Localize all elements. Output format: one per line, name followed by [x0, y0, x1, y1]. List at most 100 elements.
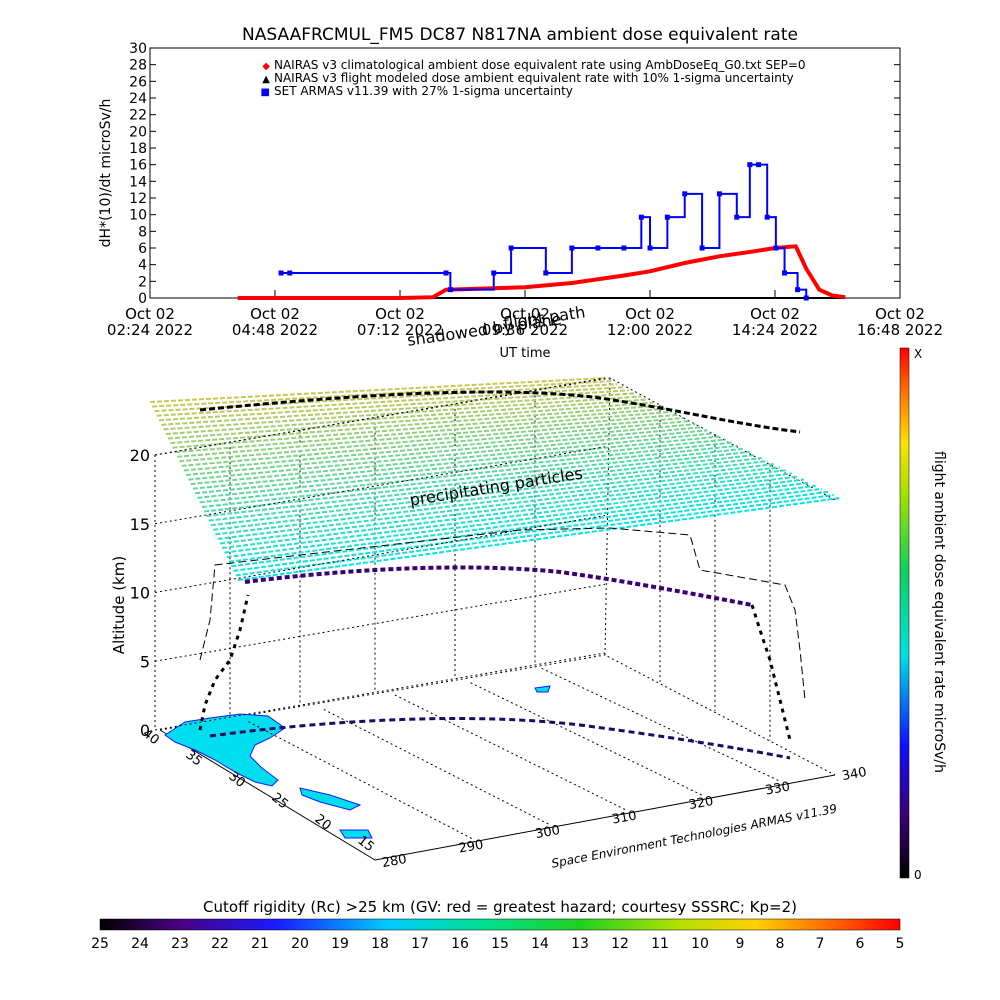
series-point-set-armas: [682, 191, 688, 197]
particle-row: [210, 460, 768, 527]
particle-row: [226, 481, 810, 559]
cutoff-tick-label: 14: [531, 936, 549, 952]
cutoff-tick-label: 24: [131, 936, 149, 952]
cutoff-tick-label: 11: [651, 936, 669, 952]
cutoff-tick-label: 15: [491, 936, 509, 952]
x-tick-time: 04:48 2022: [232, 321, 318, 339]
particle-row: [237, 497, 841, 581]
series-point-set-armas: [621, 245, 627, 251]
particle-row: [183, 423, 696, 472]
particle-row: [165, 398, 648, 435]
series-point-set-armas: [638, 214, 644, 220]
cutoff-tick-label: 12: [611, 936, 629, 952]
flight-path-top-projection: [199, 390, 801, 434]
altitude-tick-label: 10: [130, 584, 150, 603]
altitude-tick-label: 20: [130, 446, 150, 465]
cutoff-tick-label: 5: [896, 936, 905, 952]
altitude-tick-label: 15: [130, 515, 150, 534]
floor-gridline: [248, 721, 472, 839]
top-x-axis-label: UT time: [500, 346, 551, 361]
y-tick-label: 20: [129, 124, 147, 140]
flight-path-ground-projection: [209, 717, 791, 760]
y-tick-label: 6: [138, 241, 147, 257]
top-y-axis-label: dH*(10)/dt microSv/h: [98, 99, 114, 248]
top-series-group: [237, 162, 846, 301]
cutoff-tick-label: 22: [211, 936, 229, 952]
y-tick-label: 0: [138, 291, 147, 307]
legend-label: SET ARMAS v11.39 with 27% 1-sigma uncert…: [274, 84, 573, 98]
particle-row: [197, 441, 732, 499]
altitude-gridline: [154, 652, 606, 731]
series-point-set-armas: [543, 270, 549, 276]
series-point-set-armas: [773, 245, 779, 251]
series-point-set-armas: [795, 287, 801, 293]
x-tick-time: 16:48 2022: [857, 321, 943, 339]
series-point-set-armas: [508, 245, 514, 251]
x-tick-time: 02:24 2022: [107, 321, 193, 339]
altitude-gridline: [154, 583, 606, 662]
series-point-set-armas: [734, 214, 740, 220]
cutoff-tick-label: 10: [691, 936, 709, 952]
x-tick-time: 07:12 2022: [357, 321, 443, 339]
longitude-tick-label: 310: [611, 809, 638, 828]
wall-grid: [229, 390, 771, 741]
particle-row: [149, 377, 606, 403]
y-tick-label: 16: [129, 158, 147, 174]
particle-row: [188, 429, 708, 481]
series-point-set-armas: [491, 270, 497, 276]
map-island-1: [299, 787, 362, 811]
latitude-tick-label: 20: [311, 812, 333, 834]
particle-row: [206, 453, 756, 518]
map-island-3: [534, 685, 551, 693]
particle-row: [152, 380, 612, 408]
particle-row: [195, 438, 726, 495]
flight-descent-segment: [750, 604, 792, 741]
x-tick-date: Oct 02: [750, 305, 800, 323]
map-land-region: [164, 713, 286, 787]
series-point-set-armas: [756, 162, 762, 168]
annotation-shadowed-by-plane: shadowed by plane: [406, 309, 563, 349]
cutoff-rigidity-label: Cutoff rigidity (Rc) >25 km (GV: red = g…: [203, 898, 797, 916]
y-tick-label: 4: [138, 258, 147, 274]
particle-row: [161, 392, 636, 426]
longitude-tick-label: 330: [764, 780, 791, 799]
floor-gridline: [394, 694, 626, 810]
y-tick-label: 18: [129, 141, 147, 157]
particle-row: [231, 487, 823, 568]
particle-row: [204, 450, 750, 513]
longitude-tick-label: 300: [534, 823, 561, 842]
particle-row: [224, 478, 804, 554]
particle-row: [208, 457, 762, 522]
y-tick-label: 26: [129, 74, 147, 90]
series-point-set-armas: [443, 270, 449, 276]
series-point-set-armas: [803, 295, 809, 301]
series-point-set-armas: [595, 245, 601, 251]
legend-label: NAIRAS v3 flight modeled dose ambient eq…: [274, 71, 794, 85]
particle-row: [199, 444, 738, 504]
particle-row: [186, 426, 702, 477]
particle-row: [179, 417, 684, 463]
cutoff-tick-label: 16: [451, 936, 469, 952]
particle-row: [174, 410, 672, 454]
particle-row: [176, 413, 678, 458]
series-point-set-armas: [647, 245, 653, 251]
particle-row: [172, 407, 666, 449]
x-tick-time: 12:00 2022: [607, 321, 693, 339]
particle-row: [219, 472, 792, 545]
series-point-set-armas: [278, 270, 284, 276]
x-tick-time: 09:36 2022: [482, 321, 568, 339]
x-tick-date: Oct 02: [375, 305, 425, 323]
y-tick-label: 30: [129, 41, 147, 57]
altitude-tick-label: 0: [140, 721, 150, 740]
y-tick-label: 24: [129, 91, 147, 107]
particle-row: [215, 466, 780, 536]
altitude-gridline: [154, 515, 606, 593]
longitude-tick-label: 290: [458, 838, 485, 857]
flight-path-altitude: [244, 565, 753, 607]
y-tick-label: 8: [138, 224, 147, 240]
altitude-gridline: [154, 446, 606, 525]
cutoff-tick-label: 23: [171, 936, 189, 952]
particle-row: [213, 463, 774, 531]
cutoff-tick-label: 13: [571, 936, 589, 952]
